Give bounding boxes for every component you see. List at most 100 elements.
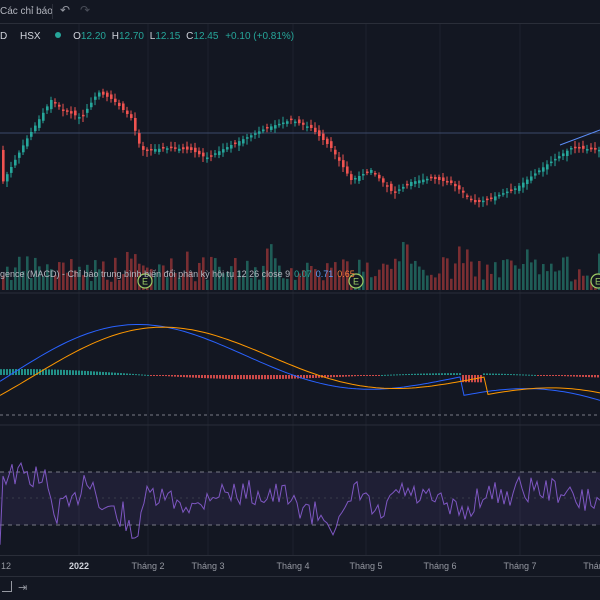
x-label: 12 [0,561,12,571]
volume-bar [226,271,229,290]
calendar-range-icon[interactable] [2,581,12,592]
candle-body [186,146,189,150]
macd-line-value: 0.71 [315,269,334,279]
redo-icon[interactable]: ↷ [80,3,91,17]
candle-body [258,131,261,134]
macd-histogram-bar [246,375,248,380]
candle-body [10,167,13,173]
macd-histogram-bar [483,373,485,375]
volume-bar [118,279,121,290]
macd-histogram-bar [27,369,29,375]
candle-body [442,177,445,181]
volume-bar [10,280,13,290]
candle-body [70,111,73,114]
macd-histogram-bar [357,375,359,377]
macd-histogram-bar [456,373,458,375]
macd-histogram-bar [9,369,11,375]
volume-bar [538,274,541,290]
macd-histogram-bar [546,375,548,376]
macd-histogram-bar [285,375,287,379]
macd-histogram-bar [330,375,332,378]
volume-bar [314,269,317,290]
high-label: H [111,31,119,42]
volume-bar [50,269,53,290]
macd-histogram-bar [351,375,353,377]
macd-histogram-bar [240,375,242,380]
volume-bar [254,267,257,290]
x-label: Tháng 4 [276,561,310,571]
volume-bar [458,246,461,290]
volume-bar [54,275,57,290]
macd-histogram-bar [420,373,422,375]
macd-histogram-bar [102,371,104,375]
macd-histogram-bar [573,375,575,377]
candle-body [54,102,57,104]
macd-histogram-bar [492,373,494,375]
x-label: Tháng 5 [349,561,383,571]
macd-line [0,324,600,401]
volume-bar [578,269,581,290]
candle-body [294,121,297,124]
candle-body [6,174,9,182]
volume-bar [238,270,241,290]
candle-body [342,160,345,168]
indicators-button[interactable]: Các chỉ báo [0,6,53,17]
macd-histogram-bar [51,369,53,375]
volume-bar [94,260,97,290]
candle-body [462,190,465,193]
macd-title[interactable]: gence (MACD) - Chỉ báo trung bình biến đ… [0,269,291,279]
macd-histogram-bar [225,375,227,379]
exchange-name: HSX [20,31,41,42]
x-label: Tháng 3 [191,561,225,571]
volume-bar [182,273,185,290]
candle-body [174,147,177,149]
macd-histogram-value: 0.07 [294,269,312,279]
volume-bar [294,279,297,290]
volume-bar [506,259,509,290]
candle-body [362,174,365,176]
candle-body [102,91,105,95]
macd-histogram-bar [78,370,80,375]
candle-body [106,92,109,97]
candle-body [274,125,277,129]
candle-body [378,174,381,179]
candle-body [314,127,317,132]
macd-histogram-bar [384,374,386,376]
macd-histogram-bar [282,375,284,379]
volume-bar [202,257,205,290]
macd-histogram-bar [258,375,260,380]
macd-histogram-bar [423,373,425,375]
candle-body [110,94,113,99]
volume-bar [170,258,173,290]
candle-body [346,166,349,174]
volume-bar [490,273,493,290]
candle-body [234,142,237,145]
macd-histogram-bar [96,371,98,375]
macd-histogram-bar [243,375,245,380]
candle-body [414,181,417,184]
volume-bar [450,278,453,290]
volume-bar [478,260,481,290]
macd-histogram-bar [219,375,221,379]
goto-date-icon[interactable]: ⇥ [18,582,28,594]
symbol-name[interactable]: D [0,31,8,42]
macd-histogram-bar [171,375,173,377]
macd-histogram-bar [177,375,179,377]
undo-icon[interactable]: ↶ [60,3,71,17]
candle-body [2,149,5,182]
time-axis[interactable]: 12 2022 Tháng 2 Tháng 3 Tháng 4 Tháng 5 … [0,555,600,575]
candle-body [394,191,397,193]
candle-body [130,114,133,118]
candle-body [38,119,41,128]
candle-body [98,92,101,97]
earnings-event-icon [590,273,600,289]
macd-histogram-bar [210,375,212,379]
candle-body [426,178,429,181]
candle-body [354,178,357,180]
macd-histogram-bar [168,375,170,377]
volume-bar [214,258,217,290]
candle-body [502,193,505,195]
candle-body [286,121,289,124]
